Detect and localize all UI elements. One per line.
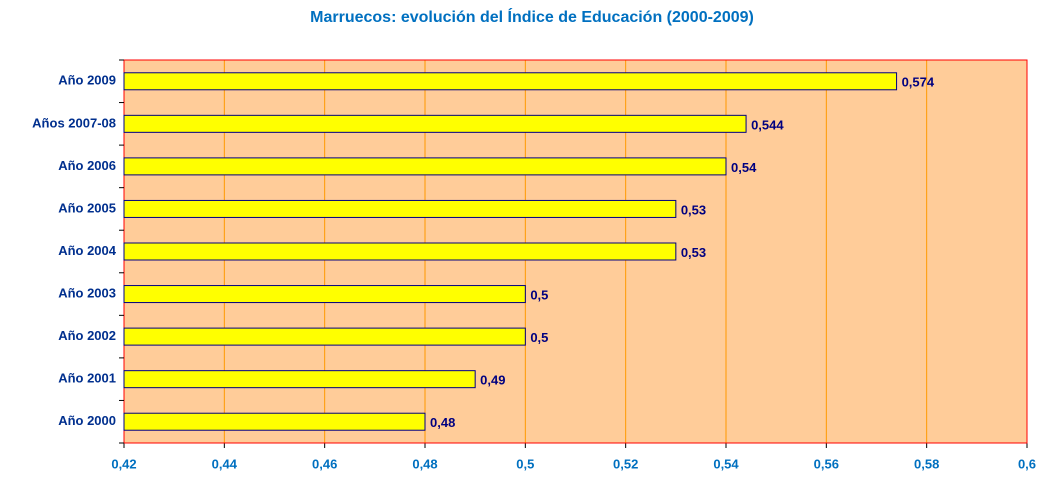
x-tick-label: 0,6 — [1018, 456, 1036, 471]
y-tick-label: Año 2002 — [58, 328, 116, 343]
data-label: 0,49 — [480, 373, 505, 388]
x-tick-label: 0,48 — [412, 456, 437, 471]
bar — [123, 285, 526, 304]
x-tick-label: 0,42 — [111, 456, 136, 471]
bar — [123, 114, 747, 133]
data-label: 0,5 — [530, 330, 548, 345]
y-tick-label: Año 2005 — [58, 200, 116, 215]
data-label: 0,5 — [530, 287, 548, 302]
x-tick-label: 0,56 — [814, 456, 839, 471]
x-tick-label: 0,54 — [713, 456, 739, 471]
bar — [123, 412, 426, 431]
bar — [123, 72, 898, 91]
x-tick-label: 0,5 — [516, 456, 534, 471]
data-label: 0,53 — [681, 245, 706, 260]
y-tick-label: Año 2003 — [58, 285, 116, 300]
bar — [123, 242, 677, 261]
x-tick-label: 0,46 — [312, 456, 337, 471]
y-tick-label: Año 2000 — [58, 413, 116, 428]
y-tick-label: Años 2007-08 — [32, 115, 116, 130]
data-label: 0,48 — [430, 415, 455, 430]
data-label: 0,544 — [751, 117, 784, 132]
bar — [123, 199, 677, 218]
data-label: 0,54 — [731, 160, 757, 175]
x-tick-label: 0,58 — [914, 456, 939, 471]
bar — [123, 157, 727, 176]
y-tick-label: Año 2004 — [58, 243, 117, 258]
y-tick-label: Año 2001 — [58, 371, 116, 386]
x-tick-label: 0,52 — [613, 456, 638, 471]
y-tick-label: Año 2006 — [58, 158, 116, 173]
chart-title: Marruecos: evolución del Índice de Educa… — [310, 7, 754, 26]
bar — [123, 327, 526, 346]
x-tick-label: 0,44 — [212, 456, 238, 471]
data-label: 0,574 — [902, 75, 935, 90]
data-label: 0,53 — [681, 202, 706, 217]
y-tick-label: Año 2009 — [58, 73, 116, 88]
bar — [123, 370, 476, 389]
